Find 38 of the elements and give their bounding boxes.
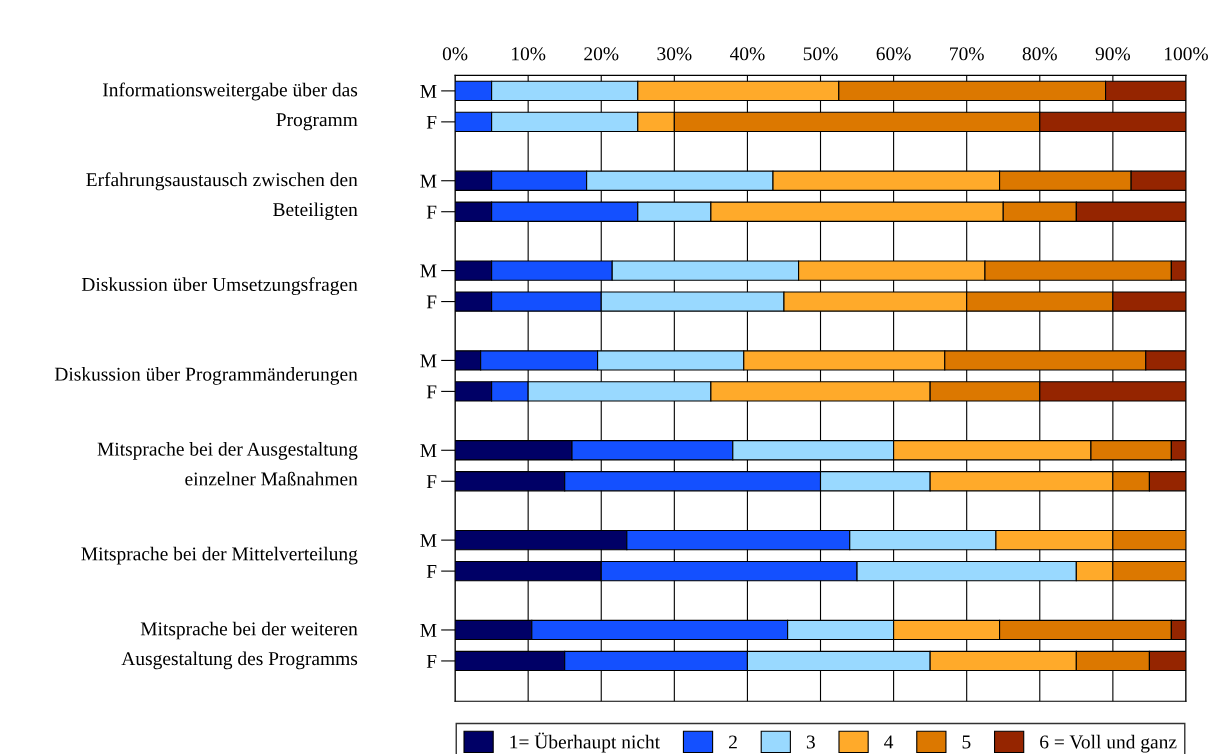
text: Informationsweitergabe über das Programm <box>102 82 358 131</box>
x-tick-label: 80% <box>1022 47 1057 61</box>
x-tick-label: 60% <box>876 47 911 61</box>
x-tick-label: 10% <box>512 47 546 61</box>
y-tick-label: F <box>426 295 437 309</box>
text: Mitsprache bei der Mittelverteilung <box>81 546 358 565</box>
y-tick-label: F <box>426 565 437 578</box>
x-tick-label: 50% <box>803 47 838 61</box>
y-tick-label: F <box>426 385 437 399</box>
legend-label: 1= Überhaupt nicht <box>510 732 660 753</box>
y-tick-label: F <box>426 205 437 219</box>
y-tick-label: F <box>426 475 437 488</box>
text: Erfahrungsaustausch zwischen den Beteiligten <box>86 172 358 221</box>
y-tick-label: F <box>426 654 437 668</box>
y-tick-label: M <box>420 623 437 637</box>
x-tick-label: 100% <box>1164 47 1208 61</box>
text: Diskussion über Programmänderungen <box>54 367 358 385</box>
x-tick-label: 90% <box>1095 47 1131 61</box>
y-tick-label: M <box>420 264 437 278</box>
text: Mitsprache bei der Ausgestaltung einzelner Maßnahmen <box>97 442 358 486</box>
x-tick-label: 40% <box>729 47 765 61</box>
y-tick-label: F <box>426 115 437 129</box>
y-tick-label: M <box>420 174 437 188</box>
x-tick-label: 70% <box>950 47 984 61</box>
y-tick-label: M <box>420 444 437 458</box>
y-tick-label: M <box>420 534 437 547</box>
x-tick-label: 30% <box>657 47 692 61</box>
text: Diskussion über Umsetzungsfragen <box>81 277 358 296</box>
legend-label: 6 = Voll und ganz <box>1040 734 1177 753</box>
x-tick-label: 0% <box>442 47 468 61</box>
y-tick-label: M <box>420 354 437 368</box>
legend-label: 4 <box>884 735 894 749</box>
legend-label: 5 <box>962 735 971 749</box>
y-tick-label: M <box>420 84 437 98</box>
text: Mitsprache bei der weiteren Ausgestaltung des Programms <box>121 621 358 670</box>
x-tick-label: 20% <box>584 47 619 61</box>
legend-label: 3 <box>806 735 815 749</box>
legend-label: 2 <box>729 735 737 749</box>
